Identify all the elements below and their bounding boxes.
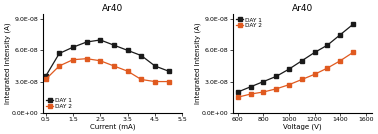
DAY 1: [98, 39, 102, 41]
DAY 1: [112, 44, 116, 46]
DAY 2: [166, 81, 171, 82]
DAY 2: [274, 88, 279, 90]
DAY 1: [71, 46, 75, 48]
DAY 2: [112, 65, 116, 67]
DAY 1: [139, 55, 144, 56]
DAY 1: [351, 24, 355, 25]
Y-axis label: Integrated Intensity (A): Integrated Intensity (A): [4, 23, 11, 104]
DAY 1: [338, 34, 342, 36]
DAY 2: [43, 79, 48, 80]
DAY 1: [153, 65, 157, 67]
Title: Ar40: Ar40: [292, 4, 313, 13]
DAY 2: [71, 59, 75, 61]
DAY 1: [125, 50, 130, 51]
DAY 1: [166, 70, 171, 72]
DAY 2: [98, 60, 102, 62]
DAY 2: [300, 79, 304, 80]
DAY 1: [312, 52, 317, 53]
Line: DAY 2: DAY 2: [236, 51, 355, 99]
Title: Ar40: Ar40: [102, 4, 123, 13]
Legend: DAY 1, DAY 2: DAY 1, DAY 2: [236, 17, 263, 29]
X-axis label: Current (mA): Current (mA): [90, 123, 135, 130]
DAY 2: [57, 65, 62, 67]
DAY 2: [312, 73, 317, 75]
DAY 2: [338, 60, 342, 62]
Line: DAY 1: DAY 1: [44, 38, 170, 78]
DAY 2: [325, 67, 330, 69]
DAY 2: [235, 96, 240, 98]
DAY 2: [139, 79, 144, 80]
DAY 1: [57, 53, 62, 54]
DAY 1: [84, 41, 89, 43]
DAY 2: [125, 70, 130, 72]
Legend: DAY 1, DAY 2: DAY 1, DAY 2: [46, 98, 73, 110]
DAY 1: [43, 76, 48, 77]
Line: DAY 1: DAY 1: [236, 23, 355, 94]
X-axis label: Voltage (V): Voltage (V): [283, 123, 322, 130]
DAY 1: [325, 44, 330, 46]
DAY 1: [235, 91, 240, 93]
DAY 2: [153, 81, 157, 82]
DAY 1: [274, 76, 279, 77]
DAY 2: [351, 52, 355, 53]
DAY 1: [287, 68, 291, 70]
DAY 2: [261, 91, 266, 93]
DAY 2: [248, 93, 253, 95]
DAY 2: [287, 84, 291, 85]
DAY 1: [248, 86, 253, 88]
Line: DAY 2: DAY 2: [44, 57, 170, 83]
DAY 1: [261, 81, 266, 82]
DAY 2: [84, 58, 89, 59]
Y-axis label: Integrated Intensity (A): Integrated Intensity (A): [194, 23, 201, 104]
DAY 1: [300, 60, 304, 62]
